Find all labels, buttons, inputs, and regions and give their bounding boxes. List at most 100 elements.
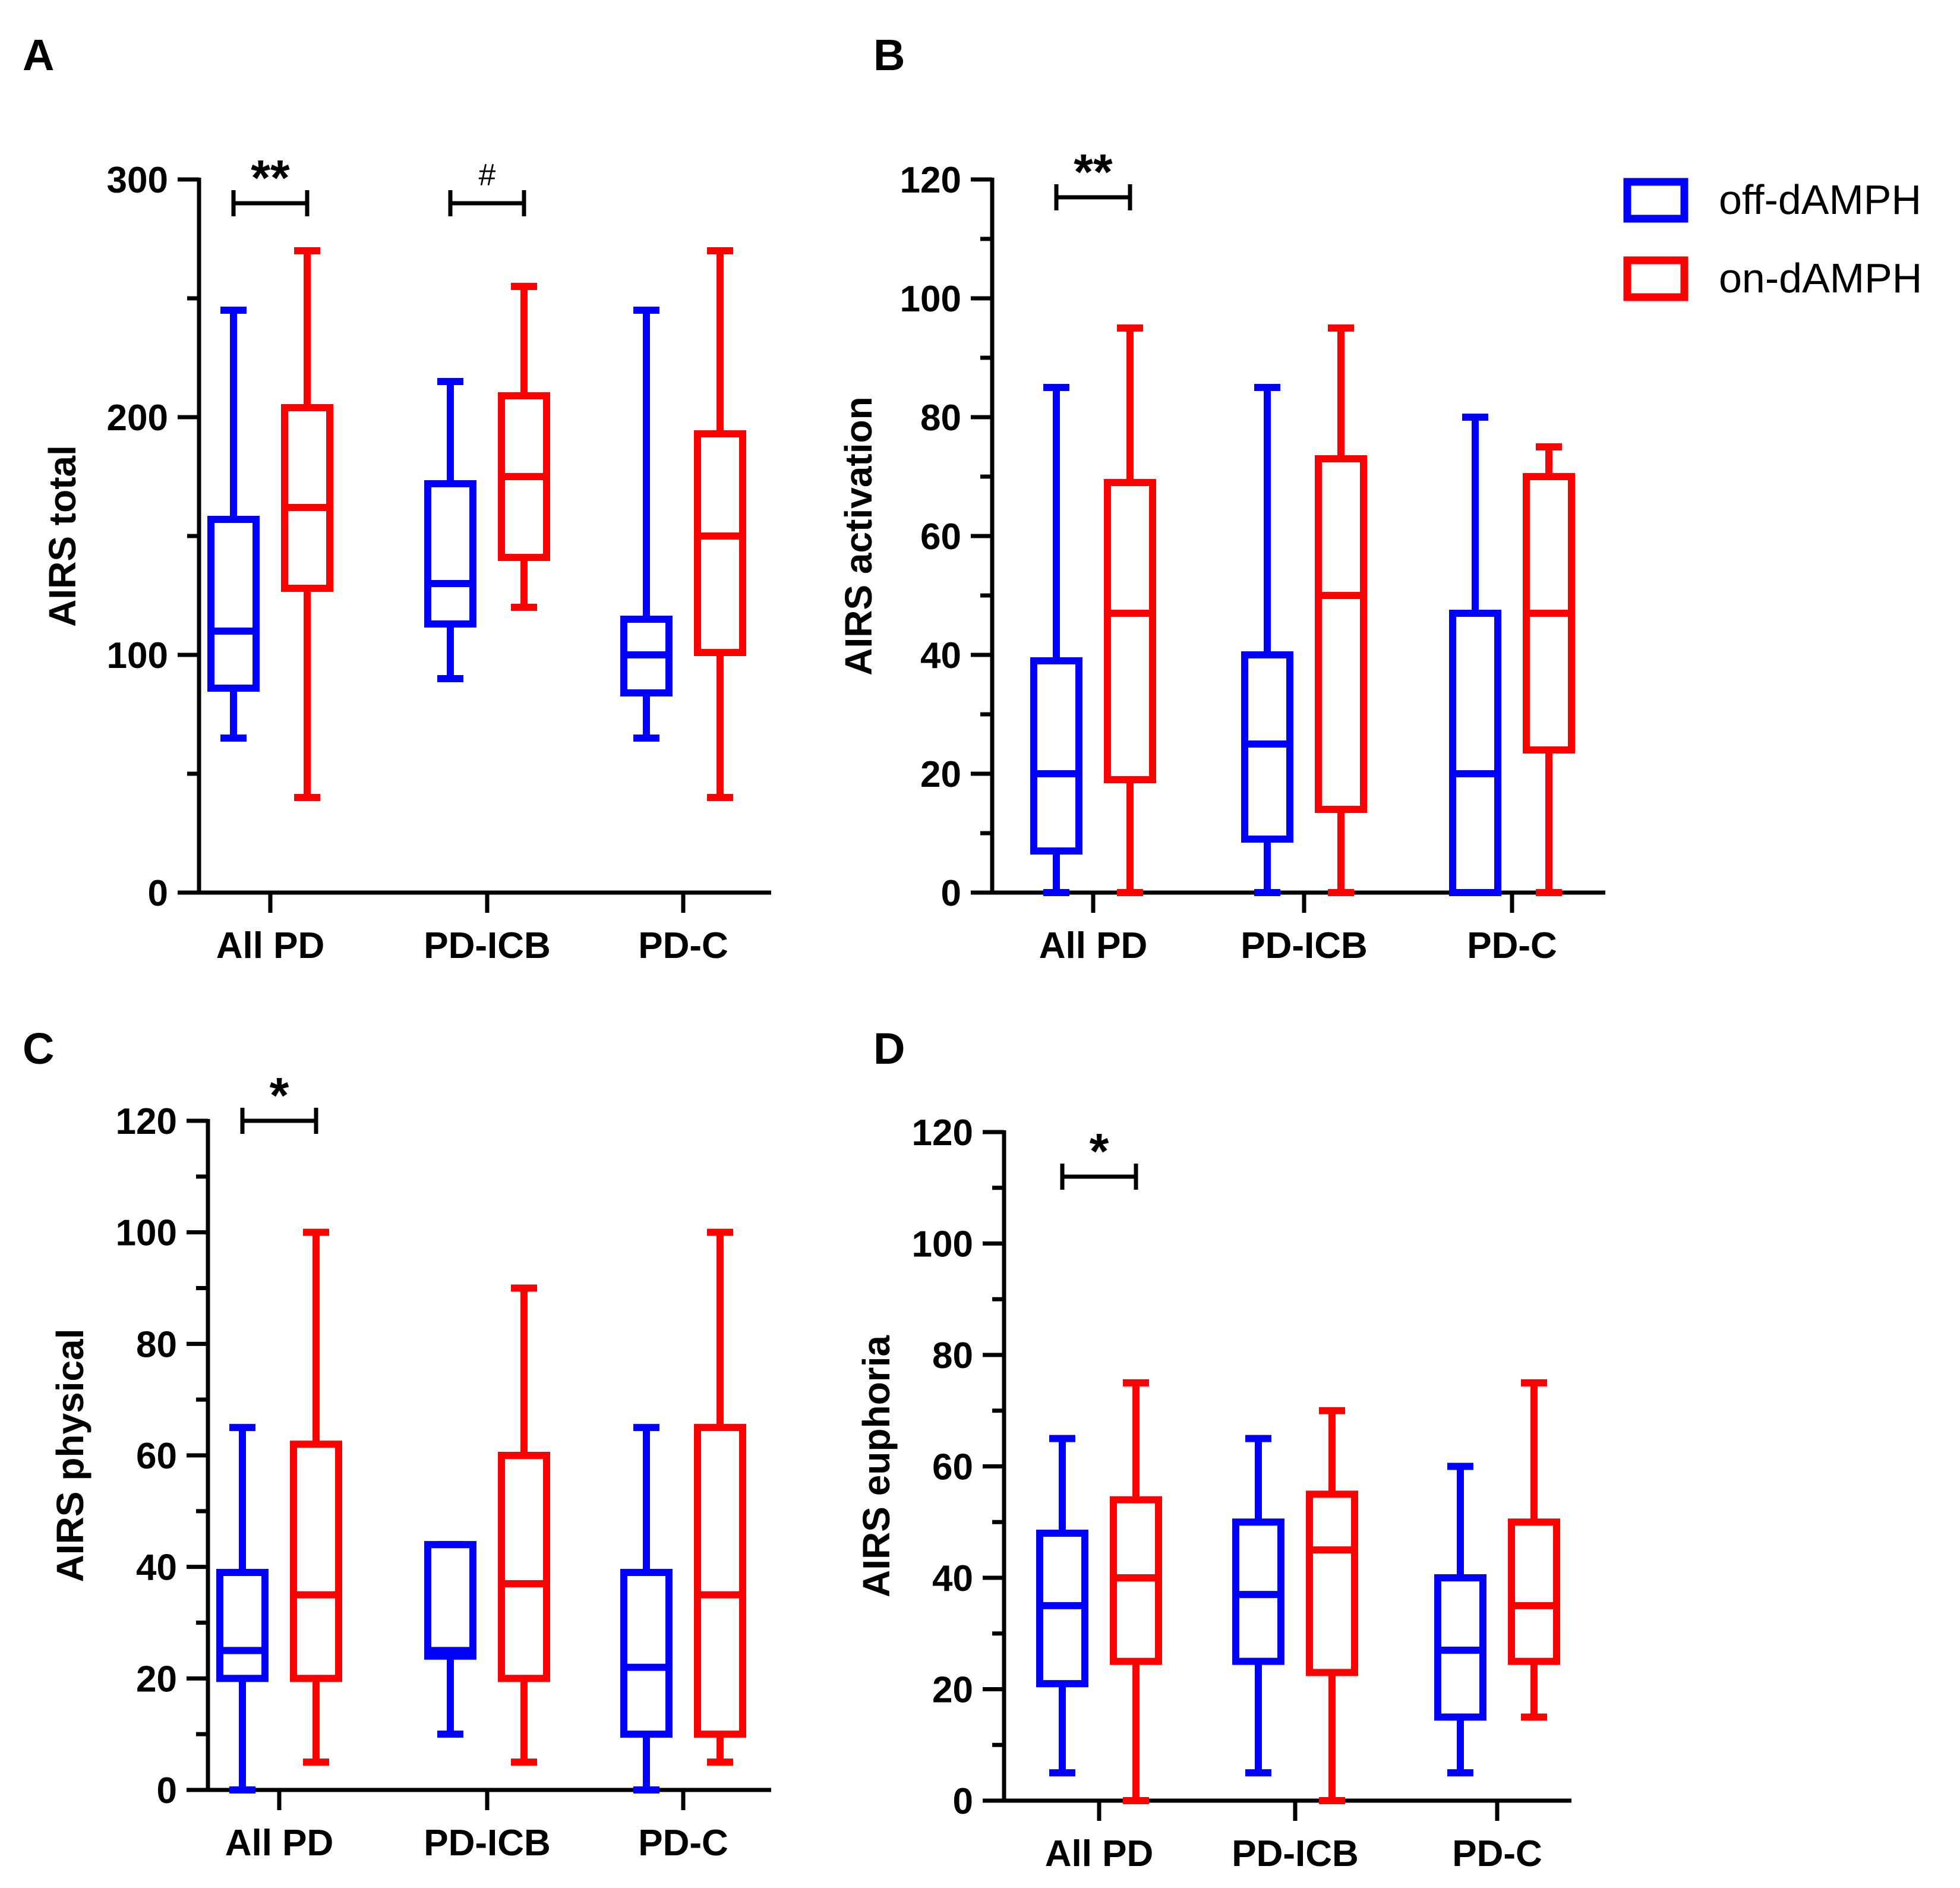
panel-label-b: B <box>873 30 905 80</box>
panel-b: B 0 20 40 60 80 100 120 AIRS activation All PD PD-… <box>837 30 1605 966</box>
y-tick-label-d: 120 <box>912 1112 973 1153</box>
box-d-on-0 <box>1110 1379 1162 1804</box>
iqr-box <box>216 1569 269 1682</box>
x-tick-label-d: PD-ICB <box>1232 1833 1359 1874</box>
y-tick-label-b: 60 <box>920 516 961 557</box>
box-a-on-0 <box>281 247 333 801</box>
box-d-off-2 <box>1434 1463 1486 1777</box>
x-tick-label-a: PD-ICB <box>424 925 551 966</box>
legend-swatch-on-dAMPH <box>1623 256 1688 301</box>
panel-d: D 0 20 40 60 80 100 120 AIRS euphoria All PD PD-IC… <box>855 1024 1571 1874</box>
y-tick-label-c: 40 <box>136 1547 177 1588</box>
x-tick-label-b: All PD <box>1039 925 1148 966</box>
legend-label-off-dAMPH: off-dAMPH <box>1719 176 1921 223</box>
panel-a: A 0 100 200 300 AIRS total All PD PD-ICB PD-C ** # <box>23 30 771 966</box>
x-tick-label-c: PD-C <box>638 1823 728 1864</box>
iqr-box <box>1508 1518 1560 1665</box>
iqr-box <box>281 404 333 592</box>
y-tick-label-d: 0 <box>953 1781 973 1822</box>
panel-c: C 0 20 40 60 80 100 120 AIRS physical All PD PD-IC… <box>23 1024 771 1864</box>
y-tick-label-b: 40 <box>920 635 961 676</box>
legend-swatch-off-dAMPH <box>1623 178 1688 223</box>
y-tick-label-d: 20 <box>932 1670 973 1711</box>
box-c-off-0 <box>216 1424 269 1794</box>
box-b-off-1 <box>1241 384 1293 896</box>
y-tick-label-c: 80 <box>136 1324 177 1365</box>
x-tick-label-a: PD-C <box>638 925 728 966</box>
x-tick-label-c: PD-ICB <box>424 1823 551 1864</box>
iqr-box <box>1306 1490 1358 1676</box>
y-tick-label-d: 60 <box>932 1447 973 1488</box>
y-tick-label-a: 0 <box>148 873 168 914</box>
significance-c-0: * <box>240 1067 318 1134</box>
box-d-on-2 <box>1508 1379 1560 1721</box>
sig-label: * <box>270 1067 289 1123</box>
x-tick-label-c: All PD <box>225 1823 334 1864</box>
box-c-on-0 <box>290 1228 342 1766</box>
box-a-off-2 <box>620 307 673 742</box>
iqr-box <box>1030 657 1082 855</box>
panel-label-a: A <box>23 30 54 80</box>
y-tick-label-d: 80 <box>932 1335 973 1376</box>
y-axis-label-a: AIRS total <box>41 445 84 627</box>
x-tick-label-d: All PD <box>1045 1833 1154 1874</box>
significance-d-0: * <box>1060 1123 1138 1190</box>
box-c-off-2 <box>620 1424 673 1794</box>
box-a-on-2 <box>694 247 746 801</box>
y-tick-label-c: 20 <box>136 1659 177 1700</box>
y-axis-label-b: AIRS activation <box>837 396 880 675</box>
iqr-box <box>207 516 260 692</box>
x-tick-label-a: All PD <box>216 925 325 966</box>
significance-a-0: ** <box>231 150 310 216</box>
box-c-on-2 <box>694 1228 746 1766</box>
iqr-box <box>1449 610 1501 896</box>
box-a-off-1 <box>424 378 476 682</box>
y-tick-label-d: 40 <box>932 1558 973 1599</box>
y-tick-label-d: 100 <box>912 1224 973 1265</box>
box-b-off-0 <box>1030 384 1082 896</box>
iqr-box <box>1315 455 1367 813</box>
y-tick-label-b: 80 <box>920 398 961 439</box>
box-d-on-1 <box>1306 1407 1358 1804</box>
legend: off-dAMPH on-dAMPH <box>1623 176 1922 301</box>
iqr-box <box>620 1569 673 1738</box>
iqr-box <box>424 1541 476 1660</box>
iqr-box <box>424 480 476 628</box>
significance-b-0: ** <box>1054 144 1132 210</box>
box-b-on-0 <box>1104 324 1156 896</box>
y-tick-label-a: 200 <box>107 398 168 439</box>
sig-label: * <box>1090 1123 1109 1179</box>
x-tick-label-b: PD-ICB <box>1241 925 1368 966</box>
y-tick-label-b: 100 <box>900 279 961 320</box>
y-tick-label-c: 0 <box>157 1770 177 1811</box>
y-tick-label-b: 20 <box>920 754 961 795</box>
iqr-box <box>694 1424 746 1738</box>
box-c-on-1 <box>498 1284 550 1766</box>
box-b-off-2 <box>1449 414 1501 896</box>
x-tick-label-b: PD-C <box>1467 925 1557 966</box>
significance-a-1: # <box>448 158 526 216</box>
iqr-box <box>498 1452 550 1682</box>
box-a-on-1 <box>498 283 550 611</box>
y-tick-label-c: 60 <box>136 1436 177 1477</box>
iqr-box <box>290 1441 342 1682</box>
legend-label-on-dAMPH: on-dAMPH <box>1719 255 1922 301</box>
panel-label-d: D <box>873 1024 905 1073</box>
y-tick-label-b: 0 <box>941 873 961 914</box>
sig-label: ** <box>251 150 290 206</box>
sig-label: # <box>479 158 496 193</box>
box-d-off-0 <box>1036 1435 1088 1777</box>
sig-label: ** <box>1074 144 1113 200</box>
box-d-off-1 <box>1232 1435 1284 1777</box>
y-tick-label-b: 120 <box>900 160 961 201</box>
y-axis-label-d: AIRS euphoria <box>855 1335 898 1597</box>
box-a-off-0 <box>207 307 260 742</box>
y-axis-label-c: AIRS physical <box>49 1329 91 1583</box>
box-b-on-1 <box>1315 324 1367 896</box>
iqr-box <box>1104 479 1156 783</box>
y-tick-label-a: 100 <box>107 635 168 676</box>
y-tick-label-c: 100 <box>116 1213 177 1254</box>
box-b-on-2 <box>1523 443 1575 896</box>
x-tick-label-d: PD-C <box>1452 1833 1542 1874</box>
